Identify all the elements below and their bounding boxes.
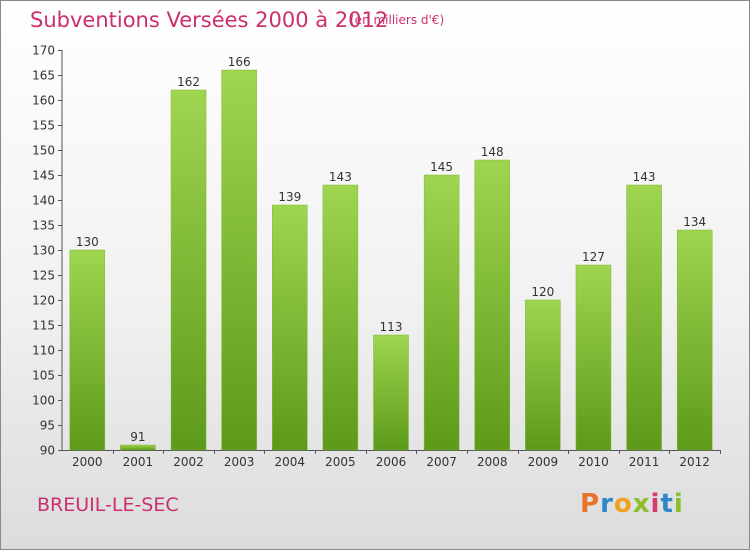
logo-letter: o	[613, 489, 633, 519]
bar	[423, 174, 460, 451]
x-tick-label: 2000	[72, 455, 103, 469]
bar-value-label: 134	[683, 215, 706, 229]
x-tick-label: 2002	[173, 455, 204, 469]
y-tick-label: 150	[32, 144, 55, 158]
y-tick-label: 160	[32, 94, 55, 108]
bar	[575, 264, 612, 451]
bar	[120, 444, 156, 451]
y-tick-label: 95	[40, 419, 55, 433]
x-tick-label: 2006	[376, 455, 407, 469]
bar-value-label: 113	[380, 320, 403, 334]
y-tick-label: 100	[32, 394, 55, 408]
bar-value-label: 139	[278, 190, 301, 204]
bar	[373, 334, 409, 451]
logo-letter: i	[673, 489, 684, 519]
chart-subtitle: (en milliers d'€)	[350, 13, 445, 27]
bar-value-label: 120	[531, 285, 554, 299]
x-tick-label: 2009	[528, 455, 559, 469]
bar-value-label: 166	[228, 55, 251, 69]
bar-value-label: 143	[329, 170, 352, 184]
y-tick-label: 105	[32, 369, 55, 383]
x-tick-label: 2003	[224, 455, 255, 469]
x-tick-label: 2012	[679, 455, 710, 469]
bar	[626, 184, 662, 451]
logo-letter: i	[650, 489, 661, 519]
bar	[474, 159, 510, 451]
bar	[221, 69, 257, 451]
logo-letter: P	[580, 489, 601, 519]
y-tick-label: 155	[32, 119, 55, 133]
chart-title: Subventions Versées 2000 à 2012	[30, 8, 389, 32]
x-tick-label: 2001	[123, 455, 154, 469]
y-tick-label: 110	[32, 344, 55, 358]
y-tick-label: 120	[32, 294, 55, 308]
y-tick-label: 115	[32, 319, 55, 333]
bar	[525, 299, 561, 451]
bar	[676, 229, 713, 451]
x-tick-label: 2007	[426, 455, 457, 469]
x-tick-label: 2004	[274, 455, 305, 469]
y-tick-label: 165	[32, 69, 55, 83]
proxiti-logo: Proxiti	[580, 489, 684, 519]
x-tick-label: 2005	[325, 455, 356, 469]
bar	[170, 89, 207, 451]
bar-value-label: 162	[177, 75, 200, 89]
bar	[272, 204, 308, 451]
logo-letter: x	[632, 489, 651, 519]
bar	[322, 184, 359, 451]
y-tick-label: 125	[32, 269, 55, 283]
y-tick-label: 135	[32, 219, 55, 233]
y-tick-label: 170	[32, 44, 55, 58]
x-tick-label: 2011	[629, 455, 660, 469]
y-tick-label: 140	[32, 194, 55, 208]
bar-value-label: 91	[130, 430, 145, 444]
bar-value-label: 148	[481, 145, 504, 159]
bar-value-label: 127	[582, 250, 605, 264]
y-tick-label: 145	[32, 169, 55, 183]
logo-letter: t	[660, 489, 674, 519]
bar	[69, 249, 106, 451]
y-tick-label: 90	[40, 444, 55, 458]
x-tick-label: 2008	[477, 455, 508, 469]
x-tick-label: 2010	[578, 455, 609, 469]
bar-value-label: 143	[633, 170, 656, 184]
bar-value-label: 130	[76, 235, 99, 249]
commune-name: BREUIL-LE-SEC	[37, 494, 179, 516]
y-tick-label: 130	[32, 244, 55, 258]
logo-letter: r	[600, 489, 614, 519]
bar-value-label: 145	[430, 160, 453, 174]
